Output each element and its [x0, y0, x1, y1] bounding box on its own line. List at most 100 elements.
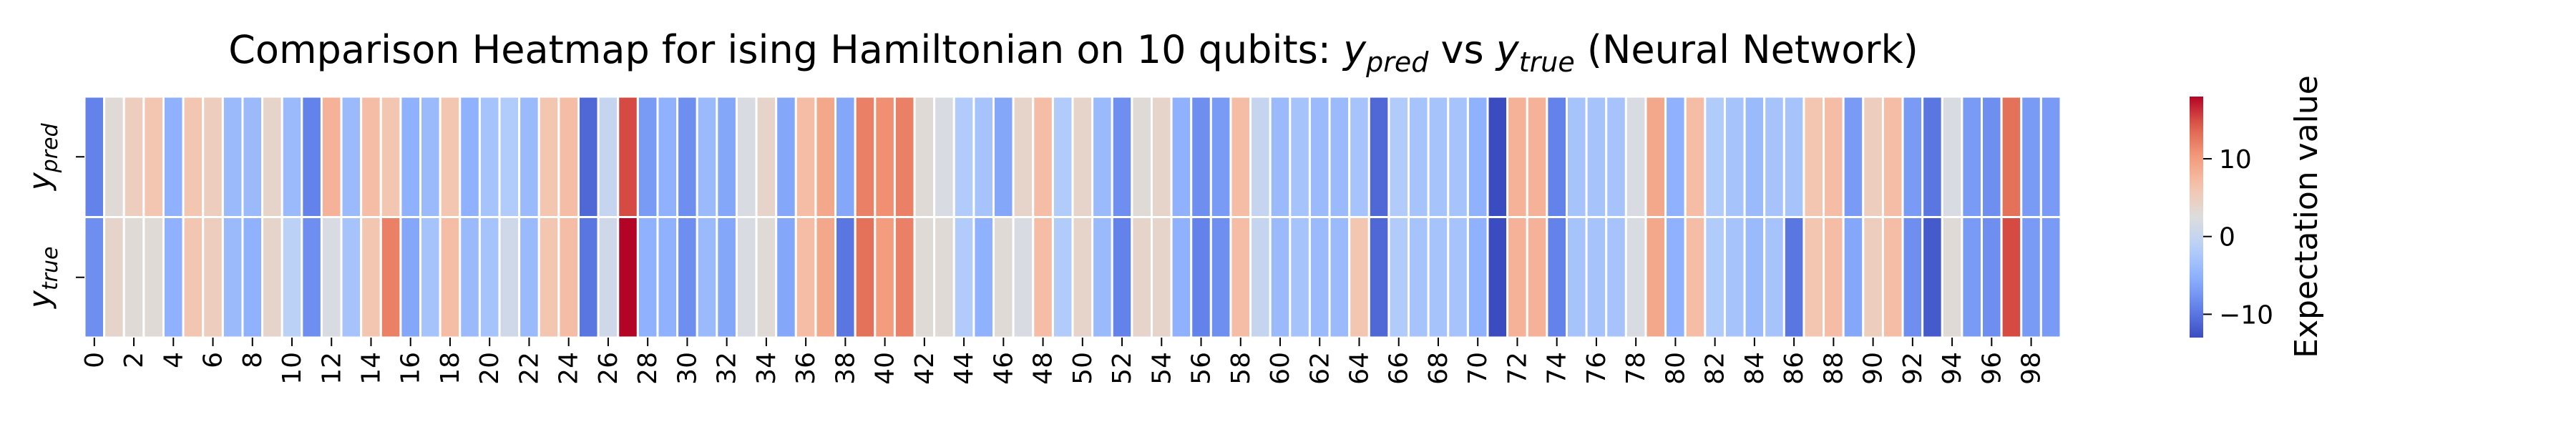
heatmap-cell	[1249, 95, 1272, 218]
heatmap-cell	[676, 216, 698, 339]
heatmap-cell	[1012, 95, 1035, 218]
heatmap-cell	[221, 95, 244, 218]
heatmap-cell	[1387, 216, 1410, 339]
heatmap-cell	[1961, 95, 1984, 218]
heatmap-cell	[1071, 95, 1094, 218]
heatmap-cell	[854, 95, 877, 218]
heatmap-cell	[1170, 216, 1193, 339]
heatmap-cell	[1743, 95, 1766, 218]
heatmap-cell	[1387, 95, 1410, 218]
heatmap-cell	[794, 216, 817, 339]
x-tick-label: 42	[910, 352, 940, 385]
heatmap-cell	[478, 216, 501, 339]
heatmap-cell	[1091, 95, 1113, 218]
heatmap-cell	[1704, 95, 1726, 218]
heatmap-cell	[617, 216, 639, 339]
heatmap-cell	[775, 216, 797, 339]
heatmap-cell	[1427, 216, 1450, 339]
heatmap-cell	[1921, 95, 1943, 218]
heatmap-cell	[1723, 216, 1746, 339]
heatmap-cell	[1111, 95, 1133, 218]
heatmap-cell	[103, 216, 125, 339]
heatmap-cell	[893, 95, 916, 218]
x-tick-label: 0	[80, 352, 109, 368]
heatmap-cell	[1546, 95, 1568, 218]
heatmap-cell	[182, 95, 205, 218]
x-tick-label: 84	[1740, 352, 1770, 385]
heatmap-cell	[1367, 216, 1390, 339]
heatmap-cell	[1269, 95, 1292, 218]
heatmap-cell	[340, 216, 363, 339]
heatmap-cell	[1823, 216, 1845, 339]
heatmap-cell	[1328, 216, 1351, 339]
x-tick-label: 8	[238, 352, 268, 368]
heatmap-cell	[1566, 95, 1588, 218]
x-tick-label: 14	[356, 352, 386, 385]
heatmap-cell	[1328, 95, 1351, 218]
x-tick-label: 34	[752, 352, 781, 385]
heatmap-cell	[1131, 95, 1153, 218]
x-tick-label: 76	[1582, 352, 1611, 385]
heatmap-cell	[537, 95, 560, 218]
heatmap-cell	[1308, 216, 1331, 339]
heatmap-cell	[1961, 216, 1984, 339]
heatmap-cell	[1466, 216, 1489, 339]
x-tick-label: 96	[1977, 352, 2006, 385]
heatmap-cell	[1486, 95, 1509, 218]
x-tick-label: 70	[1463, 352, 1493, 385]
colorbar-tick-label: −10	[2219, 300, 2273, 330]
heatmap-cell	[1506, 95, 1528, 218]
heatmap-cell	[1150, 216, 1173, 339]
x-tick-label: 80	[1661, 352, 1690, 385]
heatmap-cell	[913, 216, 936, 339]
heatmap-cell	[478, 95, 501, 218]
heatmap-cell	[1012, 216, 1035, 339]
heatmap-cell	[301, 216, 323, 339]
heatmap-cell	[1131, 216, 1153, 339]
x-tick-label: 16	[396, 352, 426, 385]
x-tick-label: 54	[1147, 352, 1176, 385]
heatmap-cell	[1585, 95, 1608, 218]
x-tick-label: 50	[1068, 352, 1098, 385]
x-tick-label: 40	[871, 352, 900, 385]
heatmap-cell	[261, 216, 283, 339]
heatmap-cell	[696, 95, 718, 218]
heatmap-cell	[280, 216, 303, 339]
x-tick-label: 10	[278, 352, 307, 385]
heatmap-cell	[399, 216, 422, 339]
heatmap-cell	[2000, 95, 2023, 218]
heatmap-cell	[1348, 95, 1370, 218]
heatmap-cell	[1901, 216, 1924, 339]
heatmap-cell	[1644, 216, 1667, 339]
heatmap-cell	[1644, 95, 1667, 218]
heatmap-cell	[952, 95, 975, 218]
heatmap-cell	[1782, 95, 1805, 218]
heatmap-cell	[1862, 216, 1884, 339]
heatmap-cell	[1743, 216, 1766, 339]
heatmap-cell	[1170, 95, 1193, 218]
heatmap-cell	[755, 216, 778, 339]
heatmap-cell	[83, 216, 106, 339]
heatmap-cell	[1348, 216, 1370, 339]
heatmap-cell	[1111, 216, 1133, 339]
heatmap-cell	[617, 95, 639, 218]
heatmap-cell	[992, 216, 1015, 339]
heatmap-cell	[1091, 216, 1113, 339]
x-tick-label: 18	[436, 352, 465, 385]
row-label: ytrue	[22, 247, 63, 310]
heatmap-cell	[814, 216, 837, 339]
heatmap-cell	[1051, 95, 1074, 218]
x-tick-label: 90	[1859, 352, 1888, 385]
x-tick-label: 4	[159, 352, 188, 368]
heatmap-cell	[972, 216, 995, 339]
heatmap-cell	[280, 95, 303, 218]
heatmap-cell	[1506, 216, 1528, 339]
heatmap-cell	[1605, 95, 1627, 218]
heatmap-cell	[1249, 216, 1272, 339]
x-tick-label: 74	[1543, 352, 1572, 385]
x-tick-label: 98	[2017, 352, 2046, 385]
heatmap-cell	[1802, 95, 1825, 218]
heatmap-cell	[1981, 216, 2003, 339]
heatmap-cell	[1289, 95, 1311, 218]
chart-title: Comparison Heatmap for ising Hamiltonian…	[228, 27, 1918, 78]
